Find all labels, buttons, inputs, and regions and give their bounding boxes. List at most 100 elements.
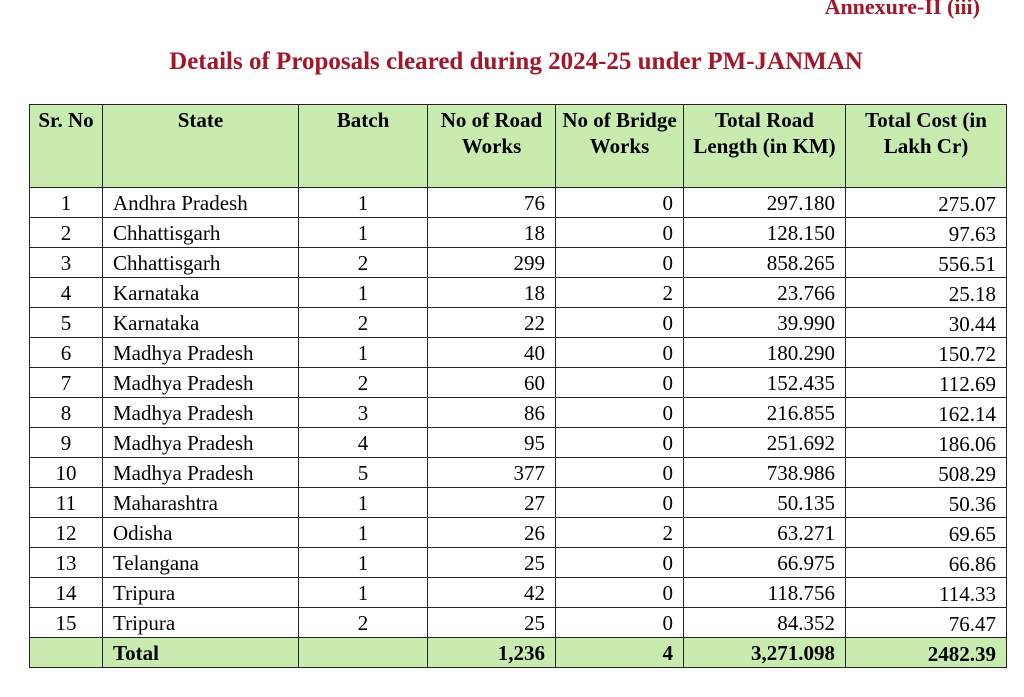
table-row: 12 Odisha 1 26 2 63.271 69.65 — [29, 517, 1007, 548]
header-state: State — [102, 104, 299, 188]
cell-sr-no: 12 — [29, 517, 103, 548]
table-row: 13 Telangana 1 25 0 66.975 66.86 — [29, 547, 1007, 578]
cell-sr-no: 1 — [29, 187, 103, 218]
cell-state: Madhya Pradesh — [102, 427, 299, 458]
header-road-works: No of Road Works — [427, 104, 556, 188]
total-road-length: 3,271.098 — [683, 637, 846, 668]
cell-sr-no: 6 — [29, 337, 103, 368]
cell-state: Tripura — [102, 577, 299, 608]
cell-total-cost: 69.65 — [845, 517, 1007, 548]
cell-batch: 1 — [298, 217, 428, 248]
cell-road-length: 50.135 — [683, 487, 846, 518]
cell-road-works: 22 — [427, 307, 556, 338]
cell-total-cost: 76.47 — [845, 607, 1007, 638]
cell-total-cost: 275.07 — [845, 187, 1007, 218]
proposals-table: Sr. No State Batch No of Road Works No o… — [29, 104, 1007, 668]
total-cost: 2482.39 — [845, 637, 1007, 668]
cell-road-works: 42 — [427, 577, 556, 608]
cell-sr-no: 14 — [29, 577, 103, 608]
cell-state: Madhya Pradesh — [102, 397, 299, 428]
cell-bridge-works: 0 — [555, 337, 684, 368]
header-bridge-works: No of Bridge Works — [555, 104, 684, 188]
cell-batch: 5 — [298, 457, 428, 488]
table-row: 2 Chhattisgarh 1 18 0 128.150 97.63 — [29, 217, 1007, 248]
cell-sr-no: 7 — [29, 367, 103, 398]
cell-batch: 1 — [298, 577, 428, 608]
table-body: 1 Andhra Pradesh 1 76 0 297.180 275.07 2 Chhatti… — [29, 187, 1007, 638]
cell-road-works: 40 — [427, 337, 556, 368]
table-row: 10 Madhya Pradesh 5 377 0 738.986 508.29 — [29, 457, 1007, 488]
cell-road-length: 216.855 — [683, 397, 846, 428]
cell-total-cost: 114.33 — [845, 577, 1007, 608]
cell-bridge-works: 0 — [555, 247, 684, 278]
cell-road-length: 858.265 — [683, 247, 846, 278]
cell-total-cost: 25.18 — [845, 277, 1007, 308]
total-sr-cell — [29, 637, 103, 668]
cell-road-length: 39.990 — [683, 307, 846, 338]
cell-bridge-works: 0 — [555, 187, 684, 218]
cell-road-length: 23.766 — [683, 277, 846, 308]
cell-batch: 1 — [298, 187, 428, 218]
total-row: Total 1,236 4 3,271.098 2482.39 — [29, 637, 1007, 668]
cell-batch: 2 — [298, 307, 428, 338]
cell-road-works: 18 — [427, 217, 556, 248]
table-row: 15 Tripura 2 25 0 84.352 76.47 — [29, 607, 1007, 638]
cell-batch: 1 — [298, 487, 428, 518]
cell-sr-no: 2 — [29, 217, 103, 248]
cell-batch: 1 — [298, 277, 428, 308]
cell-state: Tripura — [102, 607, 299, 638]
cell-road-length: 297.180 — [683, 187, 846, 218]
cell-batch: 3 — [298, 397, 428, 428]
cell-state: Maharashtra — [102, 487, 299, 518]
table-row: 4 Karnataka 1 18 2 23.766 25.18 — [29, 277, 1007, 308]
cell-total-cost: 50.36 — [845, 487, 1007, 518]
cell-state: Madhya Pradesh — [102, 457, 299, 488]
table-row: 1 Andhra Pradesh 1 76 0 297.180 275.07 — [29, 187, 1007, 218]
cell-total-cost: 150.72 — [845, 337, 1007, 368]
cell-sr-no: 10 — [29, 457, 103, 488]
cell-sr-no: 8 — [29, 397, 103, 428]
cell-road-length: 251.692 — [683, 427, 846, 458]
cell-road-works: 299 — [427, 247, 556, 278]
cell-sr-no: 15 — [29, 607, 103, 638]
cell-total-cost: 97.63 — [845, 217, 1007, 248]
header-total-cost: Total Cost (in Lakh Cr) — [845, 104, 1007, 188]
cell-road-works: 25 — [427, 547, 556, 578]
table-row: 7 Madhya Pradesh 2 60 0 152.435 112.69 — [29, 367, 1007, 398]
cell-road-length: 66.975 — [683, 547, 846, 578]
cell-batch: 1 — [298, 517, 428, 548]
cell-total-cost: 162.14 — [845, 397, 1007, 428]
total-batch-cell — [298, 637, 428, 668]
cell-road-works: 76 — [427, 187, 556, 218]
cell-road-works: 27 — [427, 487, 556, 518]
cell-state: Odisha — [102, 517, 299, 548]
cell-state: Karnataka — [102, 277, 299, 308]
table-row: 6 Madhya Pradesh 1 40 0 180.290 150.72 — [29, 337, 1007, 368]
cell-total-cost: 186.06 — [845, 427, 1007, 458]
total-road-works: 1,236 — [427, 637, 556, 668]
cell-state: Chhattisgarh — [102, 217, 299, 248]
cell-road-length: 152.435 — [683, 367, 846, 398]
cell-batch: 2 — [298, 367, 428, 398]
table-header-row: Sr. No State Batch No of Road Works No o… — [29, 104, 1007, 188]
header-batch: Batch — [298, 104, 428, 188]
cell-road-works: 95 — [427, 427, 556, 458]
cell-batch: 1 — [298, 337, 428, 368]
cell-road-works: 18 — [427, 277, 556, 308]
cell-bridge-works: 0 — [555, 457, 684, 488]
table-row: 14 Tripura 1 42 0 118.756 114.33 — [29, 577, 1007, 608]
cell-state: Karnataka — [102, 307, 299, 338]
cell-state: Andhra Pradesh — [102, 187, 299, 218]
cell-sr-no: 13 — [29, 547, 103, 578]
cell-bridge-works: 0 — [555, 607, 684, 638]
cell-total-cost: 30.44 — [845, 307, 1007, 338]
cell-sr-no: 9 — [29, 427, 103, 458]
cell-batch: 4 — [298, 427, 428, 458]
cell-road-length: 63.271 — [683, 517, 846, 548]
table-row: 11 Maharashtra 1 27 0 50.135 50.36 — [29, 487, 1007, 518]
cell-road-length: 128.150 — [683, 217, 846, 248]
cell-road-works: 377 — [427, 457, 556, 488]
table-row: 5 Karnataka 2 22 0 39.990 30.44 — [29, 307, 1007, 338]
table-row: 8 Madhya Pradesh 3 86 0 216.855 162.14 — [29, 397, 1007, 428]
cell-road-works: 26 — [427, 517, 556, 548]
